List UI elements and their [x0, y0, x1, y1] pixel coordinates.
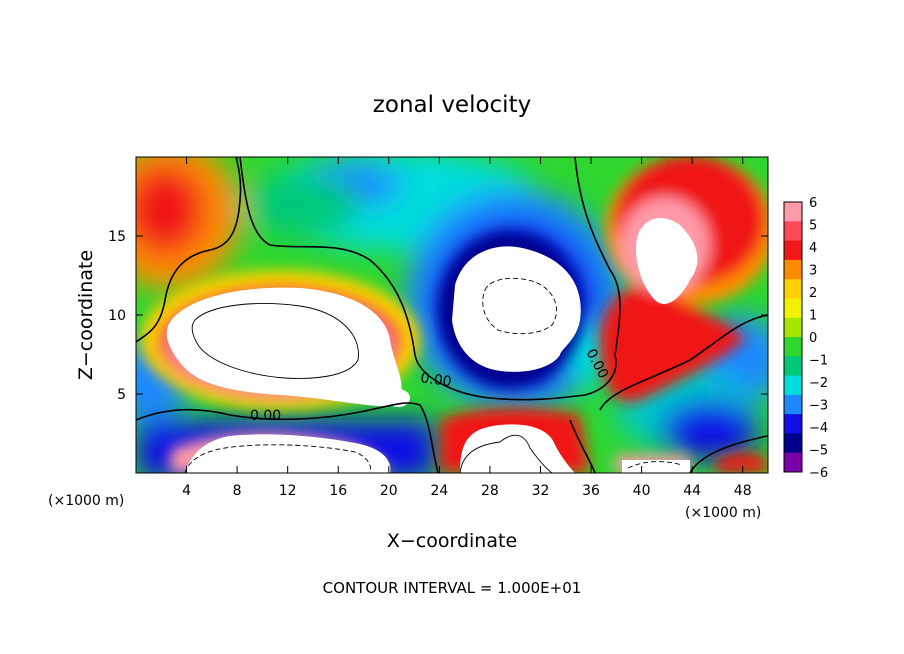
- colorbar-swatch: [784, 337, 802, 357]
- x-tick-label: 12: [279, 483, 297, 499]
- zero-contour-middle: [239, 157, 621, 401]
- zero-contour-bottom-right: [689, 435, 768, 473]
- colorbar-label: 1: [809, 309, 817, 324]
- colorbar-label: −2: [809, 376, 828, 391]
- dashed-contour-bottom-right: [627, 461, 683, 469]
- colorbar-label: −6: [809, 466, 828, 481]
- x-axis-unit-right: (×1000 m): [685, 505, 761, 521]
- y-axis-label: Z−coordinate: [75, 250, 97, 380]
- x-tick-label: 36: [582, 483, 600, 499]
- colorbar-label: −4: [809, 421, 828, 436]
- thin-contour-bottom-mid: [459, 434, 553, 473]
- colorbar-swatch: [784, 259, 802, 280]
- colorbar-swatch: [784, 414, 802, 434]
- contour-label: 0.00: [419, 370, 452, 390]
- colorbar-swatch: [784, 375, 802, 396]
- white-blob-left: [166, 287, 402, 407]
- x-tick-label: 44: [683, 483, 701, 499]
- contour-lines: [136, 157, 768, 473]
- y-tick-label: 10: [108, 308, 126, 324]
- x-tick-label: 32: [532, 483, 550, 499]
- x-tick-label: 28: [481, 483, 499, 499]
- contour-label: 0.00: [250, 408, 281, 424]
- x-axis: 4 8 12 16 20 24 28 32 36 40 44 48: [182, 157, 752, 499]
- contour-interval-note: CONTOUR INTERVAL = 1.000E+01: [323, 579, 582, 597]
- thin-contour-left-blob: [191, 303, 359, 379]
- colorbar-swatch: [784, 317, 802, 338]
- colorbar-swatch: [784, 433, 802, 454]
- colorbar-label: −5: [809, 444, 828, 459]
- dashed-contour-bottom-left: [184, 444, 372, 473]
- zero-contour-lower-right: [569, 419, 596, 473]
- zero-contour-lower: [136, 402, 439, 473]
- x-tick-label: 16: [329, 483, 347, 499]
- colorbar-label: −1: [809, 354, 828, 369]
- colorbar-swatch: [784, 202, 802, 222]
- white-blob-bottom-left: [185, 434, 391, 473]
- x-tick-label: 4: [182, 483, 191, 499]
- colorbar-label: 5: [809, 219, 817, 234]
- zero-contour-right: [599, 314, 768, 411]
- colorbar-label: −3: [809, 399, 828, 414]
- y-tick-label: 5: [117, 387, 126, 403]
- colorbar: 6 5 4 3 2 1 0 −1 −2 −3 −4 −5 −6: [783, 196, 828, 481]
- colorbar-swatch: [784, 394, 802, 415]
- colorbar-label: 0: [809, 331, 817, 346]
- y-tick-label: 15: [108, 229, 126, 245]
- colorbar-swatch: [784, 221, 802, 242]
- x-tick-label: 24: [430, 483, 448, 499]
- colorbar-label: 3: [809, 264, 817, 279]
- x-axis-unit-left: (×1000 m): [48, 493, 124, 509]
- chart-title: zonal velocity: [373, 92, 531, 118]
- white-blob-bottom-right: [622, 460, 690, 473]
- white-blob-right: [635, 218, 698, 304]
- colorbar-swatch: [784, 240, 802, 261]
- x-tick-label: 8: [233, 483, 242, 499]
- white-blob-bottom-mid: [460, 424, 575, 473]
- colorbar-swatch: [784, 298, 802, 319]
- colorbar-label: 6: [809, 196, 817, 211]
- y-axis: 5 10 15: [108, 229, 768, 403]
- x-tick-label: 20: [380, 483, 398, 499]
- colorbar-swatch: [784, 452, 802, 473]
- colorbar-label: 4: [809, 241, 817, 256]
- heatmap-field: [136, 157, 768, 473]
- colorbar-swatch: [784, 356, 802, 377]
- zero-contour-upper-left: [136, 157, 242, 343]
- x-tick-label: 48: [734, 483, 752, 499]
- dashed-contour-center: [482, 277, 557, 335]
- colorbar-frame: [783, 201, 803, 473]
- x-axis-label: X−coordinate: [387, 530, 517, 552]
- colorbar-swatch: [784, 279, 802, 299]
- colorbar-label: 2: [809, 286, 817, 301]
- x-tick-label: 40: [633, 483, 651, 499]
- white-blob-center: [452, 246, 581, 372]
